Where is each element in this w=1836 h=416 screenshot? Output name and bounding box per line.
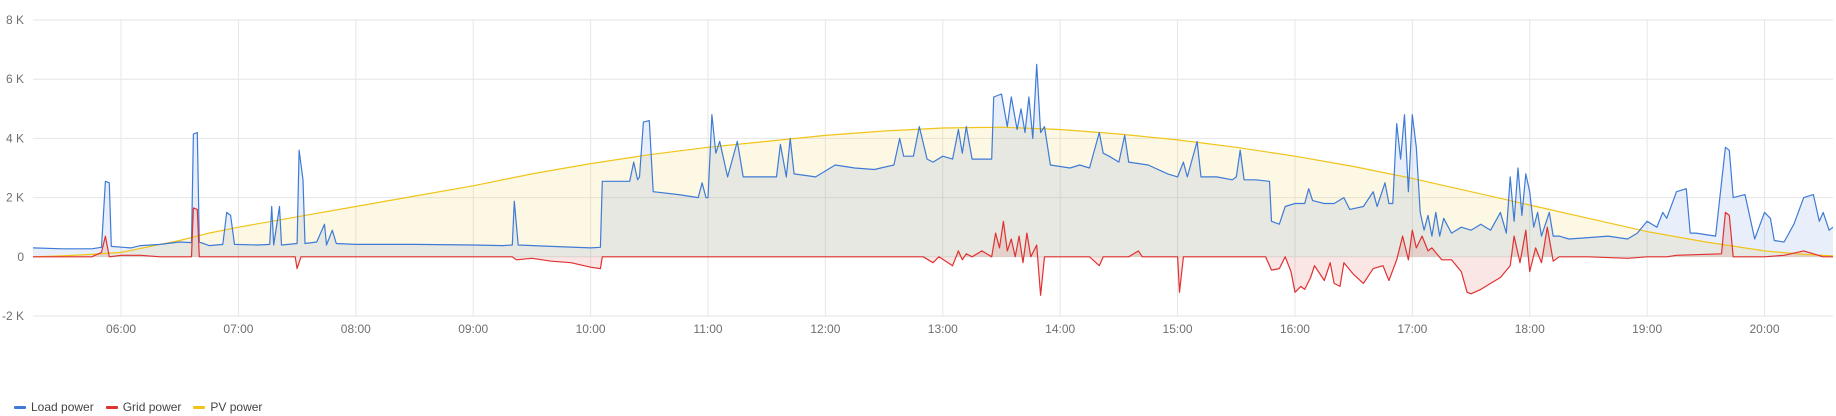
legend-item-pv-power[interactable]: PV power <box>193 400 262 414</box>
x-tick-label: 11:00 <box>693 322 722 336</box>
series-lines <box>32 63 1834 296</box>
x-tick-label: 19:00 <box>1632 322 1662 336</box>
x-tick-label: 15:00 <box>1163 322 1193 336</box>
y-tick-label: 8 K <box>6 13 24 27</box>
x-tick-label: 18:00 <box>1515 322 1545 336</box>
x-tick-label: 07:00 <box>223 322 253 336</box>
pv-power-area <box>33 127 1833 257</box>
x-tick-label: 09:00 <box>458 322 488 336</box>
load-power-swatch <box>14 405 26 409</box>
load-power-line <box>32 63 1834 250</box>
chart-legend: Load power Grid power PV power <box>14 400 262 414</box>
legend-item-load-power[interactable]: Load power <box>14 400 94 414</box>
grid-lines <box>33 19 1833 317</box>
y-tick-label: -2 K <box>2 309 24 323</box>
x-tick-label: 08:00 <box>341 322 371 336</box>
series-areas <box>33 64 1833 296</box>
x-tick-label: 17:00 <box>1397 322 1427 336</box>
x-tick-label: 10:00 <box>576 322 606 336</box>
legend-label: Grid power <box>122 400 182 414</box>
y-tick-label: 4 K <box>6 131 24 145</box>
x-tick-label: 06:00 <box>106 322 136 336</box>
y-tick-label: 2 K <box>6 191 24 205</box>
legend-label: Load power <box>31 400 94 414</box>
pv-power-line <box>32 126 1834 258</box>
x-tick-label: 12:00 <box>810 322 840 336</box>
pv-power-swatch <box>193 405 206 409</box>
x-tick-label: 14:00 <box>1045 322 1075 336</box>
x-axis-ticks: 06:00 07:00 08:00 09:00 10:00 11:00 12:00 13:00… <box>106 322 1780 336</box>
chart-plot-area: -2 K 0 2 K 4 K 6 K 8 K 06:00 07:00 08:00 09:00 10… <box>2 13 1834 336</box>
x-tick-label: 13:00 <box>928 322 958 336</box>
grid-power-line <box>33 207 1833 296</box>
y-tick-label: 6 K <box>6 72 24 86</box>
legend-item-grid-power[interactable]: Grid power <box>105 400 182 414</box>
y-axis-ticks: -2 K 0 2 K 4 K 6 K 8 K <box>2 13 24 323</box>
x-tick-label: 20:00 <box>1750 322 1780 336</box>
y-tick-label: 0 <box>17 250 24 264</box>
grid-power-swatch <box>105 405 118 409</box>
x-tick-label: 16:00 <box>1280 322 1310 336</box>
legend-label: PV power <box>210 400 263 414</box>
load-power-area <box>33 64 1833 257</box>
